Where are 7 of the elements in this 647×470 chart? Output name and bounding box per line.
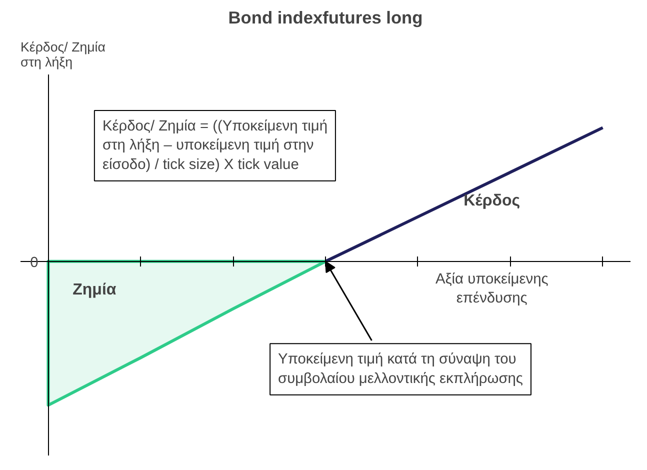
annotation: Κέρδος/ Ζημία = ((Υποκείμενη τιμή στη λήξη – υποκείμενη τιμή στην είσοδο) / tick size) X tick value — [102, 118, 328, 173]
series-label: Ζημία — [72, 282, 116, 299]
annotation: Υποκείμενη τιμή κατά τη σύναψη του συμβολαίου μελλοντικής εκπλήρωσης — [278, 352, 523, 387]
y-axis-title: Κέρδος/ Ζημία στη λήξη — [20, 40, 106, 70]
series-label: Κέρδος — [464, 192, 520, 210]
chart-title: Bond indexfutures long — [228, 8, 423, 28]
x-axis-title: Αξία υποκείμενης επένδυσης — [435, 271, 548, 307]
